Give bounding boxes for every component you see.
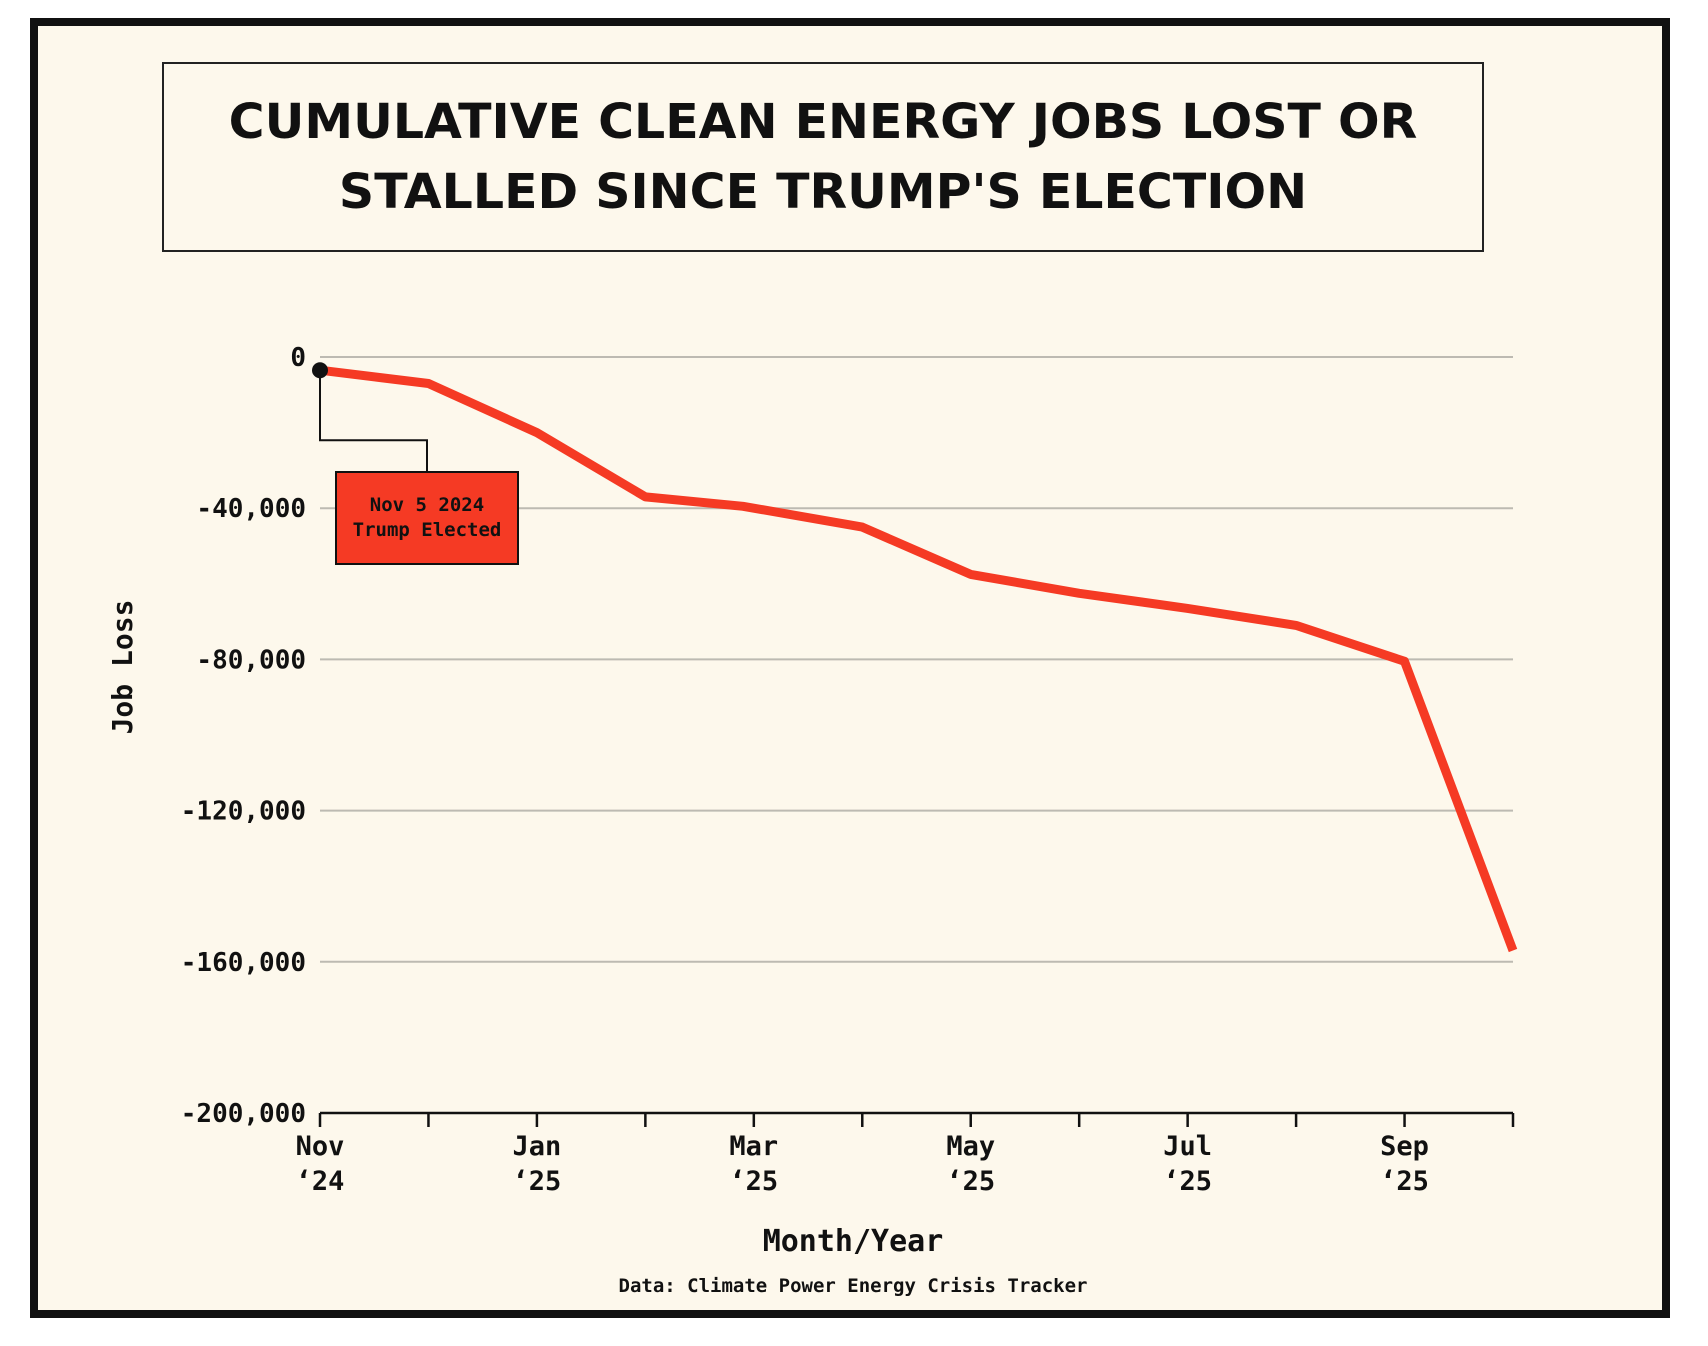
election-marker-dot [312,362,328,379]
x-axis: Nov ‘24 Jan ‘25 Mar ‘25 May ‘25 Jul ‘25 Sep ‘25 [296,1111,1515,1197]
annotation-leader-line [319,370,428,472]
x-tick-label-year: ‘24 [296,1166,345,1197]
x-axis-label: Month/Year [763,1224,944,1259]
x-tick-label-month: Jan [513,1131,562,1162]
x-tick-label-year: ‘25 [946,1166,995,1197]
x-tick-label-year: ‘25 [729,1166,778,1197]
annotation-line-1: Nov 5 2024 [370,494,484,516]
series-layer [319,365,1518,953]
x-tick-label-month: Mar [729,1131,778,1162]
x-tick-label-month: Jul [1163,1131,1212,1162]
x-tick-label-year: ‘25 [513,1166,562,1197]
x-tick-label-month: Sep [1380,1131,1429,1162]
y-tick-label: -80,000 [196,645,306,675]
y-tick-label: 0 [290,343,306,373]
x-tick-label-month: May [946,1131,995,1162]
annotation-line-2: Trump Elected [353,519,502,541]
y-axis-ticks: 0 -40,000 -80,000 -120,000 -160,000 -200,000 [181,343,306,1129]
x-tick-label-year: ‘25 [1380,1166,1429,1197]
chart-title: CUMULATIVE CLEAN ENERGY JOBS LOST OR STA… [228,94,1418,220]
title-box: CUMULATIVE CLEAN ENERGY JOBS LOST OR STA… [162,62,1484,252]
series-line [319,365,1518,953]
y-axis-label: Job Loss [106,600,139,735]
gridlines [320,356,1513,963]
x-tick-label-year: ‘25 [1163,1166,1212,1197]
annotation-box [335,471,519,565]
x-tick-label-month: Nov [296,1131,345,1162]
chart-frame [30,18,1670,1318]
y-tick-label: -40,000 [196,494,306,524]
y-tick-label: -160,000 [181,948,306,978]
annotation: Nov 5 2024 Trump Elected [312,362,519,565]
y-tick-label: -200,000 [181,1099,306,1129]
source-note: Data: Climate Power Energy Crisis Tracke… [619,1275,1088,1297]
y-tick-label: -120,000 [181,797,306,827]
